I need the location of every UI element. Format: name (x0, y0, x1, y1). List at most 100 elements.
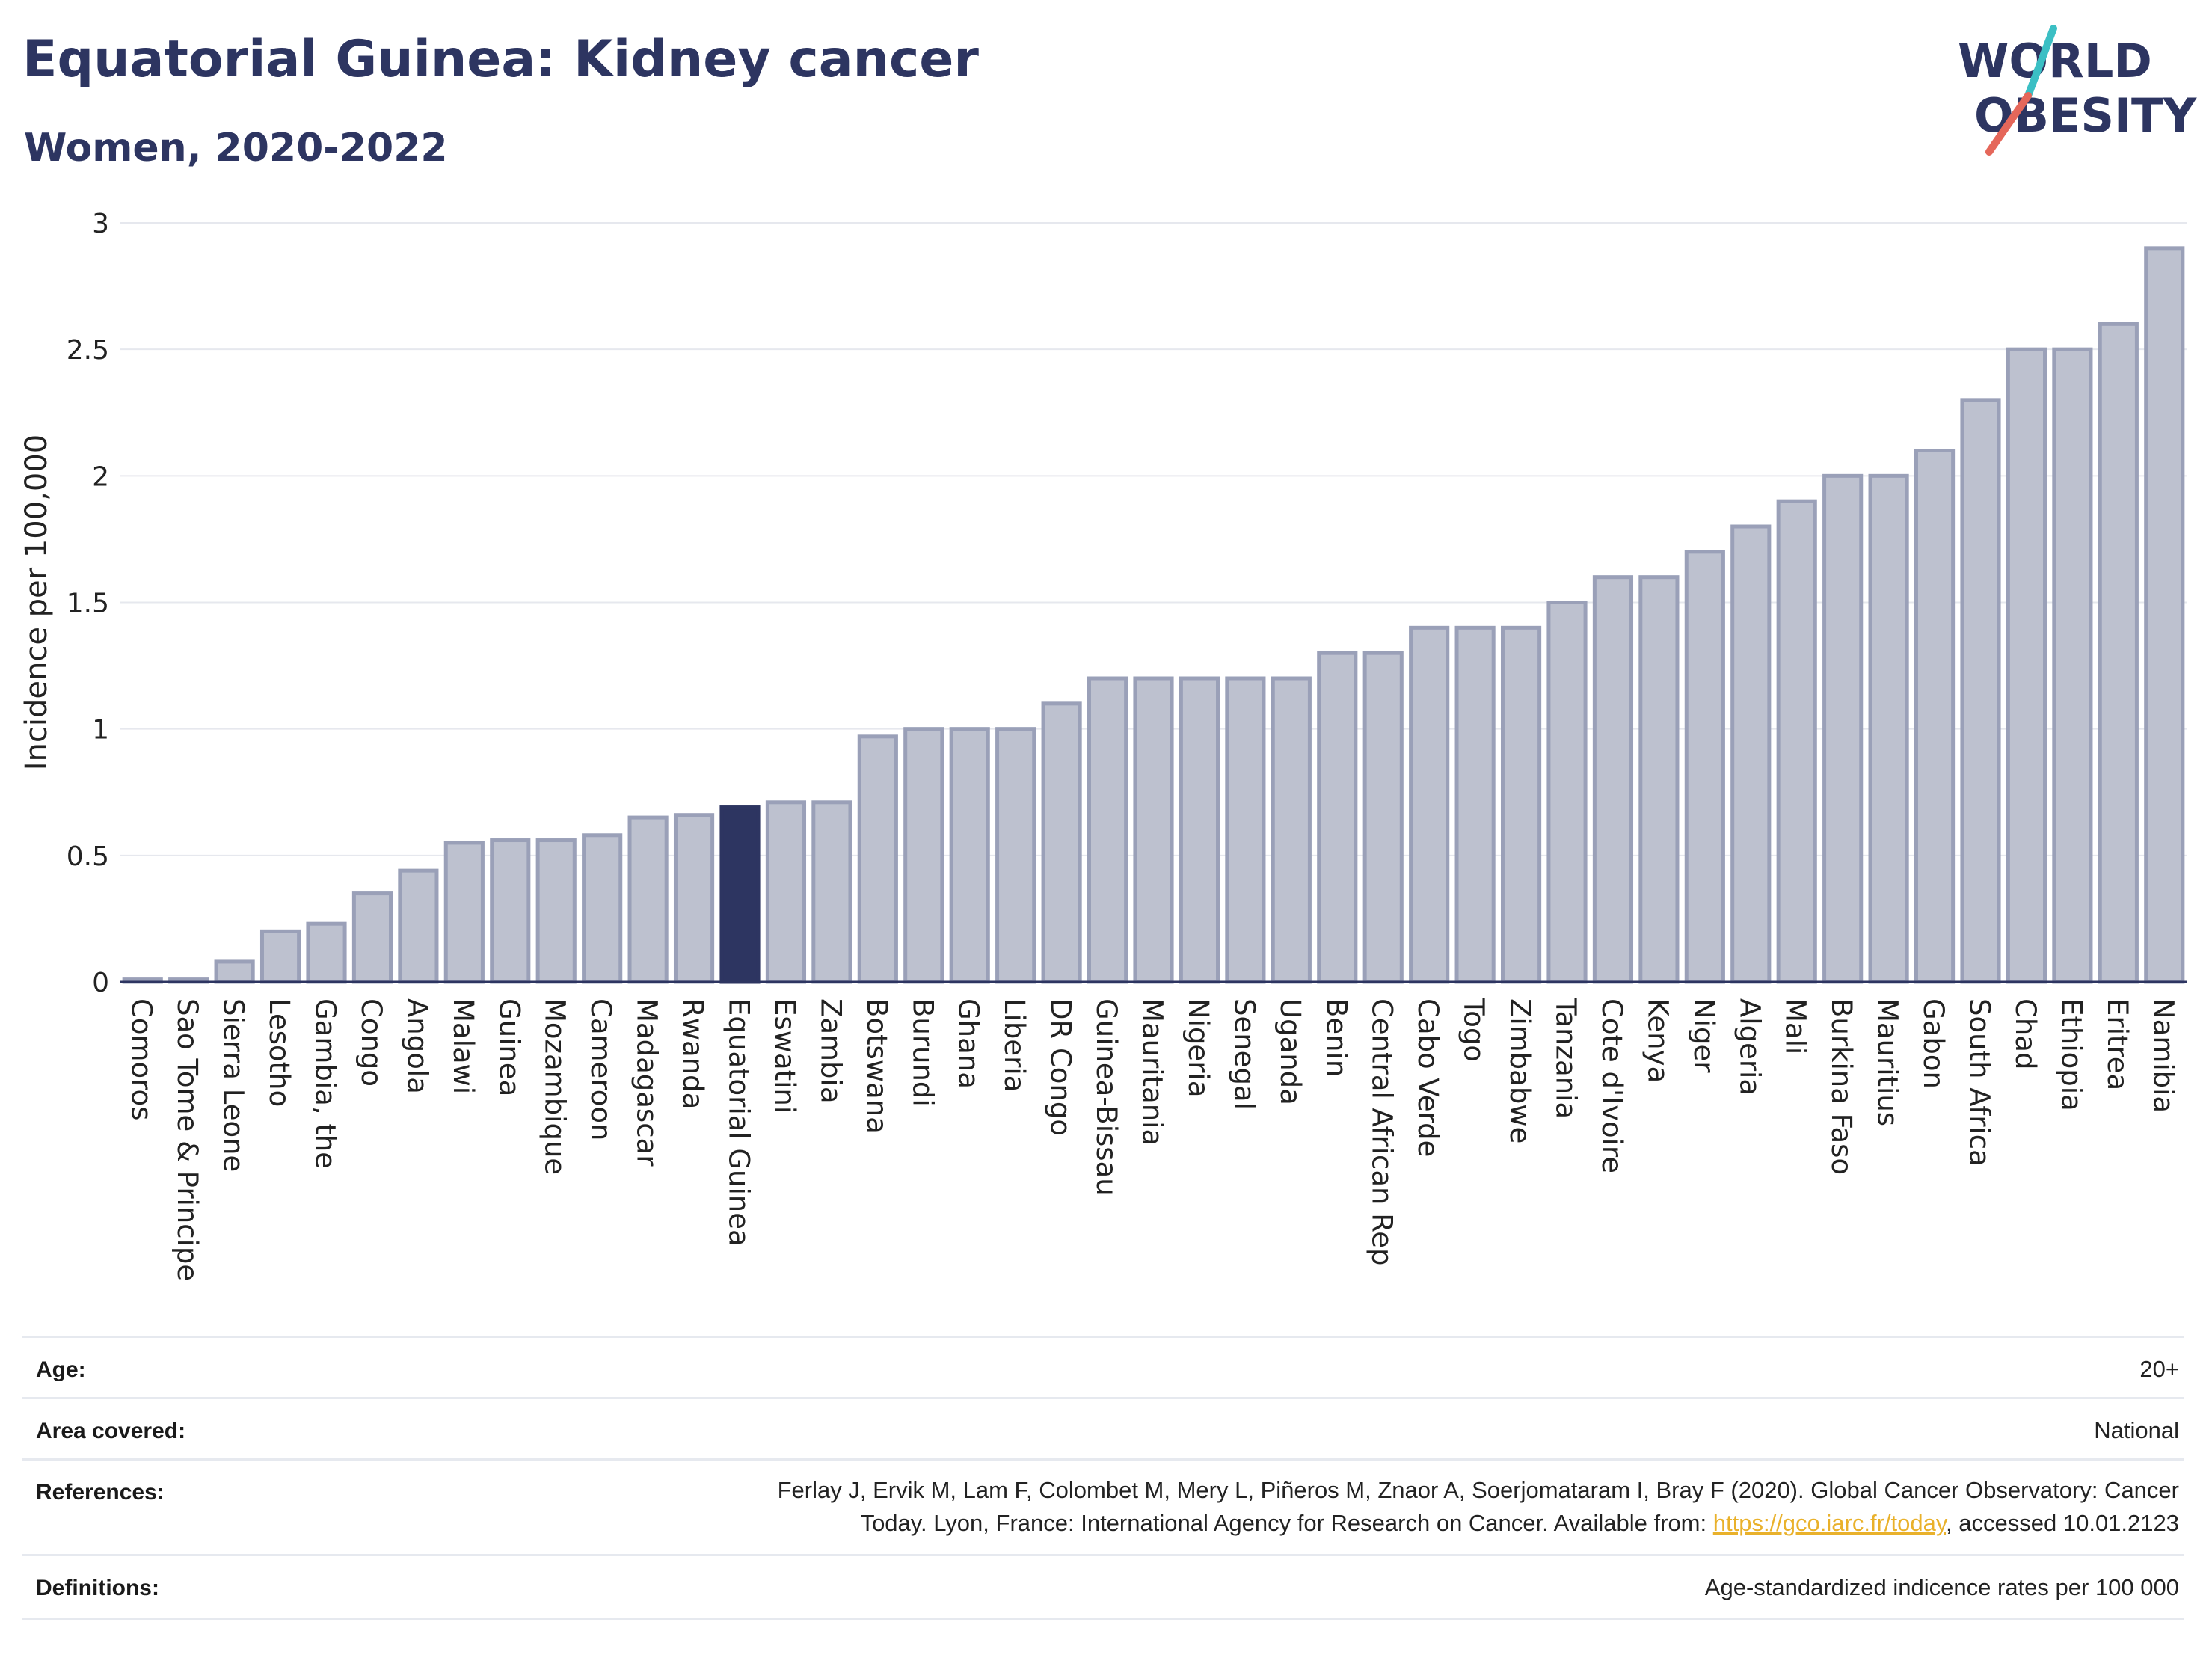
info-row-area: Area covered: National (22, 1397, 2184, 1461)
x-tick-label: Kenya (1641, 998, 1674, 1083)
bar (1960, 398, 2001, 984)
info-label-references: References: (36, 1480, 165, 1505)
bar (398, 868, 439, 984)
bar (1087, 676, 1128, 984)
x-tick-label: Senegal (1228, 998, 1260, 1110)
bar (1684, 550, 1725, 984)
x-tick-label: Mali (1780, 998, 1812, 1054)
bar (306, 921, 347, 984)
x-tick-label: Sao Tome & Principe (171, 998, 203, 1281)
x-tick-label: Sierra Leone (218, 998, 250, 1172)
x-tick-label: Cote d'Ivoire (1596, 998, 1628, 1173)
bar (1914, 449, 1956, 984)
x-tick-label: Algeria (1733, 998, 1766, 1096)
x-tick-label: Central African Rep (1366, 998, 1398, 1266)
x-tick-label: Mauritania (1137, 998, 1169, 1146)
chart-title: Equatorial Guinea: Kidney cancer (22, 30, 979, 89)
bar (1822, 473, 1864, 984)
bar (1271, 676, 1312, 984)
x-tick-label: Gambia, the (310, 998, 342, 1169)
x-tick-label: Angola (401, 998, 433, 1094)
y-tick-label: 3 (92, 209, 109, 239)
bar (1362, 651, 1404, 984)
y-tick-label: 2.5 (67, 335, 109, 366)
y-tick-label: 1.5 (67, 589, 109, 619)
x-tick-label: Cameroon (585, 998, 617, 1140)
info-value-age: 20+ (2139, 1356, 2179, 1382)
bar (1041, 701, 1082, 984)
x-tick-label: Eritrea (2101, 998, 2133, 1090)
x-tick-label: Rwanda (677, 998, 709, 1109)
y-tick-label: 2 (92, 461, 109, 492)
x-tick-label: Niger (1688, 998, 1720, 1073)
x-tick-label: Zambia (814, 998, 847, 1104)
references-link[interactable]: https://gco.iarc.fr/today (1712, 1510, 1947, 1536)
x-tick-label: Ethiopia (2055, 998, 2087, 1111)
bar (1133, 676, 1174, 984)
bar (1546, 601, 1588, 984)
bar (259, 929, 301, 984)
bar-highlighted (719, 805, 761, 984)
x-tick-label: Malawi (447, 998, 479, 1094)
y-axis-title: Incidence per 100,000 (19, 435, 54, 771)
bar (490, 838, 531, 984)
y-tick-label: 0.5 (67, 841, 109, 872)
bar (857, 734, 898, 984)
bar (1454, 625, 1496, 984)
bar (2144, 246, 2185, 984)
y-tick-label: 1 (92, 715, 109, 746)
info-value-area: National (2094, 1417, 2179, 1443)
x-tick-label: Ghana (953, 998, 985, 1089)
bar (2006, 347, 2047, 984)
bar (2052, 347, 2093, 984)
info-value-definitions: Age-standardized indicence rates per 100… (1704, 1574, 2179, 1600)
x-tick-label: Gabon (1917, 998, 1950, 1089)
x-tick-label: Benin (1320, 998, 1352, 1077)
info-value-references: Ferlay J, Ervik M, Lam F, Colombet M, Me… (778, 1474, 2179, 1540)
x-tick-label: DR Congo (1045, 998, 1077, 1136)
bar (949, 727, 990, 984)
bar (443, 841, 485, 984)
logo-slash-teal (2024, 25, 2057, 99)
x-tick-label: Comoros (126, 998, 158, 1120)
info-label-age: Age: (36, 1357, 86, 1382)
x-tick-label: Liberia (998, 998, 1030, 1092)
bar (1868, 473, 1909, 984)
y-tick-label: 0 (92, 968, 109, 998)
x-tick-label: Uganda (1274, 998, 1306, 1105)
x-tick-label: Madagascar (631, 998, 663, 1167)
x-tick-label: Guinea-Bissau (1090, 998, 1122, 1196)
x-tick-label: Equatorial Guinea (723, 998, 755, 1247)
info-row-definitions: Definitions: Age-standardized indicence … (22, 1554, 2184, 1620)
bar (214, 959, 255, 984)
bar (673, 813, 715, 984)
bar (351, 891, 393, 984)
bar (627, 815, 669, 984)
x-tick-label: Congo (355, 998, 387, 1087)
x-tick-label: Botswana (861, 998, 893, 1134)
bar (2098, 322, 2139, 984)
bar (535, 838, 577, 984)
references-line-2-post: , accessed 10.01.2123 (1946, 1510, 2179, 1536)
x-tick-label: Lesotho (263, 998, 295, 1107)
info-label-area: Area covered: (36, 1419, 186, 1443)
x-tick-label: Burundi (906, 998, 938, 1107)
logo-slash-red (1985, 92, 2032, 156)
references-line-1: Ferlay J, Ervik M, Lam F, Colombet M, Me… (777, 1477, 2179, 1503)
x-tick-label: Tanzania (1550, 998, 1582, 1119)
bar (1730, 524, 1772, 984)
bar (765, 800, 807, 984)
chart-subtitle: Women, 2020-2022 (24, 126, 448, 171)
x-tick-label: Togo (1458, 998, 1490, 1062)
references-line-2: Today. Lyon, France: International Agenc… (778, 1507, 2179, 1540)
x-tick-label: Mauritius (1872, 998, 1904, 1126)
x-tick-label: South Africa (1964, 998, 1996, 1167)
bar (1638, 575, 1680, 984)
x-tick-label: Mozambique (539, 998, 571, 1175)
bar (1592, 575, 1634, 984)
references-line-2-pre: Today. Lyon, France: International Agenc… (860, 1510, 1713, 1536)
x-tick-label: Burkina Faso (1825, 998, 1858, 1175)
x-tick-label: Chad (2009, 998, 2042, 1069)
x-tick-label: Cabo Verde (1412, 998, 1444, 1157)
bar (811, 800, 852, 984)
